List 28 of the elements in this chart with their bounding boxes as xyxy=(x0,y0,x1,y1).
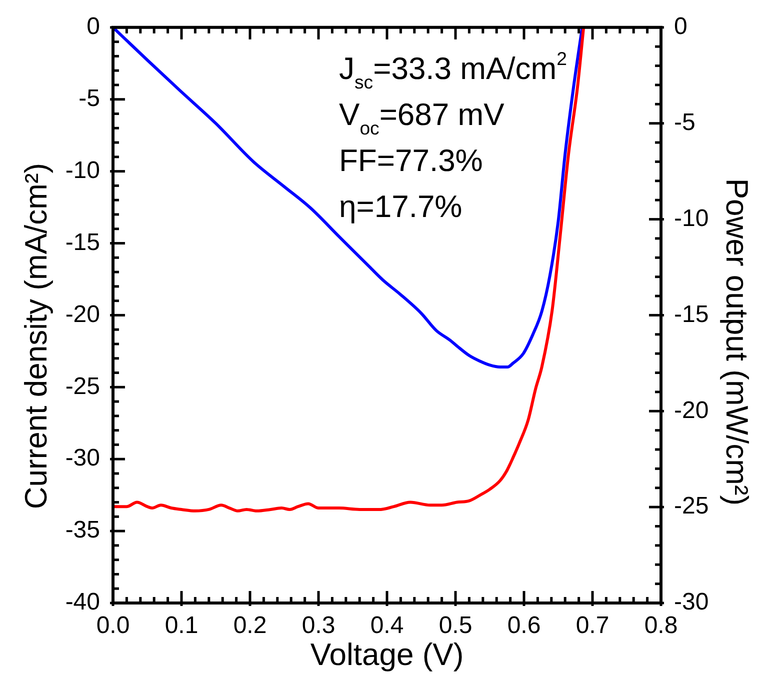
x-tick-label: 0.4 xyxy=(370,612,404,640)
y-tick-label: -5 xyxy=(78,84,100,112)
y-tick-label: 0 xyxy=(86,13,100,40)
y-tick-label: -35 xyxy=(65,516,100,544)
annotation: FF=77.3% xyxy=(339,143,483,178)
x-tick-label: 0.1 xyxy=(164,612,198,640)
x-tick-label: 0.6 xyxy=(507,612,541,640)
y2-tick-label: 0 xyxy=(674,13,688,40)
y-tick-label: -15 xyxy=(65,228,100,256)
y-tick-label: -25 xyxy=(65,372,100,400)
y-axis-title: Current density (mA/cm²) xyxy=(18,162,54,510)
x-tick-label: 0.7 xyxy=(576,612,610,640)
annotation: J$_{sc}$=33.3 mA/cm$^{2}$ xyxy=(339,48,567,92)
y2-tick-label: -15 xyxy=(674,300,709,328)
x-tick-label: 0.3 xyxy=(302,612,336,640)
x-tick-label: 0.5 xyxy=(438,612,472,640)
y2-axis-title: Power output (mW/cm²) xyxy=(720,178,754,506)
annotation: η=17.7% xyxy=(339,189,462,224)
y-tick-label: -10 xyxy=(65,156,100,184)
x-tick-label: 0.2 xyxy=(233,612,267,640)
y2-tick-label: -10 xyxy=(674,204,709,232)
y2-tick-label: -5 xyxy=(674,108,696,136)
annotation: V$_{oc}$=687 mV xyxy=(339,97,504,138)
y2-tick-label: -20 xyxy=(674,396,709,424)
x-axis-title: Voltage (V) xyxy=(310,636,464,672)
y-tick-label: -30 xyxy=(65,444,100,472)
y2-tick-label: -25 xyxy=(674,492,709,520)
y-tick-label: -20 xyxy=(65,300,100,328)
